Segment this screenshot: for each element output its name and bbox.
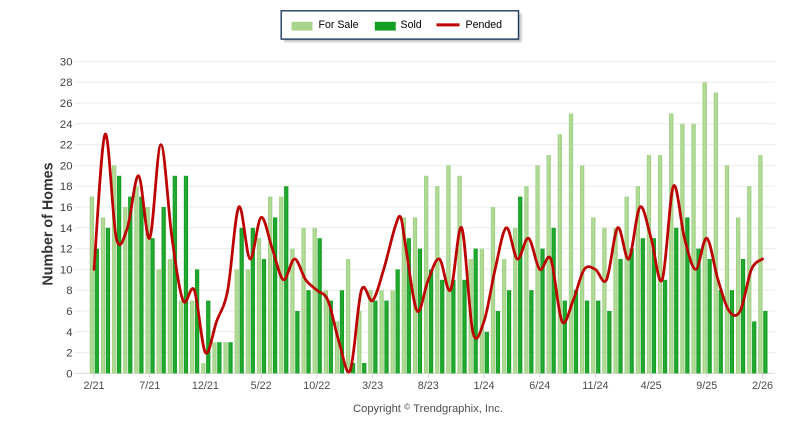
svg-text:6/24: 6/24	[529, 380, 550, 392]
svg-text:9/25: 9/25	[696, 380, 717, 392]
svg-text:Number of Homes: Number of Homes	[41, 162, 57, 285]
svg-text:5/22: 5/22	[251, 380, 272, 392]
svg-text:8/23: 8/23	[418, 380, 439, 392]
svg-text:2/26: 2/26	[752, 380, 773, 392]
svg-text:Pended: Pended	[466, 19, 503, 31]
svg-text:6: 6	[66, 306, 72, 318]
svg-text:0: 0	[66, 368, 72, 380]
svg-text:26: 26	[60, 98, 73, 110]
svg-text:22: 22	[60, 140, 73, 152]
svg-text:8: 8	[66, 285, 72, 297]
svg-text:10: 10	[60, 264, 73, 276]
svg-text:Copyright © Trendgraphix, Inc.: Copyright © Trendgraphix, Inc.	[353, 402, 503, 416]
svg-text:16: 16	[60, 202, 73, 214]
svg-text:18: 18	[60, 181, 73, 193]
svg-text:14: 14	[60, 223, 73, 235]
svg-text:28: 28	[60, 77, 73, 89]
svg-text:12: 12	[60, 244, 73, 256]
svg-text:2/21: 2/21	[83, 380, 104, 392]
svg-text:24: 24	[60, 119, 73, 131]
svg-text:11/24: 11/24	[582, 380, 608, 392]
svg-text:30: 30	[60, 56, 73, 68]
svg-text:12/21: 12/21	[192, 380, 219, 392]
svg-text:7/21: 7/21	[139, 380, 160, 392]
svg-text:For Sale: For Sale	[319, 19, 359, 31]
svg-text:3/23: 3/23	[362, 380, 383, 392]
svg-text:2: 2	[66, 348, 72, 360]
svg-text:4/25: 4/25	[641, 380, 662, 392]
svg-text:Sold: Sold	[401, 19, 422, 31]
svg-text:10/22: 10/22	[303, 380, 330, 392]
svg-text:20: 20	[60, 160, 73, 172]
svg-text:1/24: 1/24	[473, 380, 494, 392]
svg-text:4: 4	[66, 327, 72, 339]
